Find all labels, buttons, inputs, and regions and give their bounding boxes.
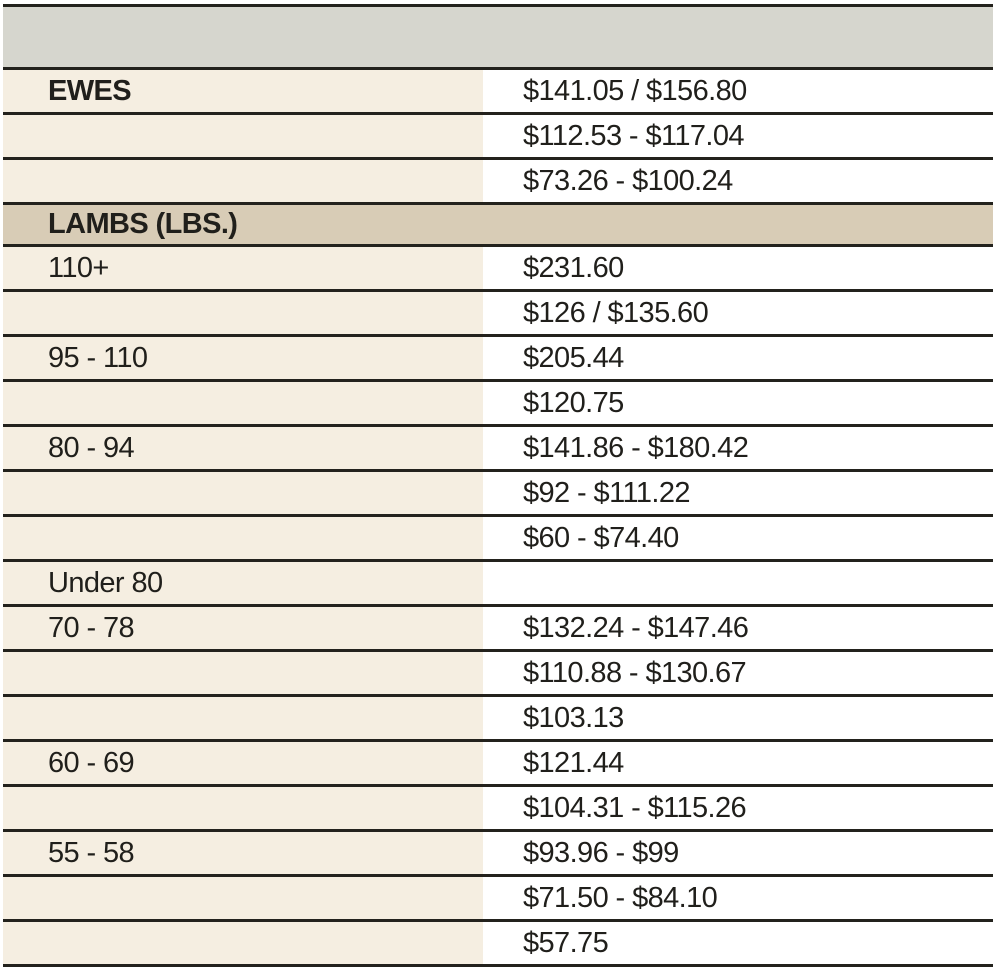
table-row: $112.53 - $117.04 (3, 115, 993, 160)
row-label: Under 80 (3, 562, 483, 604)
row-value (483, 562, 993, 604)
row-label (3, 292, 483, 334)
row-value: $120.75 (483, 382, 993, 424)
row-value: $103.13 (483, 697, 993, 739)
table-row: 95 - 110 $205.44 (3, 337, 993, 382)
row-label: 70 - 78 (3, 607, 483, 649)
table-header-band (3, 7, 993, 70)
row-value: $57.75 (483, 922, 993, 964)
row-value: $141.86 - $180.42 (483, 427, 993, 469)
table-row: Under 80 (3, 562, 993, 607)
row-value: $104.31 - $115.26 (483, 787, 993, 829)
table-row: $73.26 - $100.24 (3, 160, 993, 205)
row-label (3, 652, 483, 694)
row-label (3, 382, 483, 424)
row-value: $126 / $135.60 (483, 292, 993, 334)
row-label (3, 517, 483, 559)
row-label (3, 787, 483, 829)
table-row: $104.31 - $115.26 (3, 787, 993, 832)
table-row: $60 - $74.40 (3, 517, 993, 562)
table-row: 70 - 78 $132.24 - $147.46 (3, 607, 993, 652)
row-label: 60 - 69 (3, 742, 483, 784)
row-value: $60 - $74.40 (483, 517, 993, 559)
table-row: 55 - 58 $93.96 - $99 (3, 832, 993, 877)
row-label: 55 - 58 (3, 832, 483, 874)
row-label: 110+ (3, 247, 483, 289)
table-row: $71.50 - $84.10 (3, 877, 993, 922)
row-value: $231.60 (483, 247, 993, 289)
row-value: $121.44 (483, 742, 993, 784)
row-value: $112.53 - $117.04 (483, 115, 993, 157)
table-row: $103.13 (3, 697, 993, 742)
row-value: $141.05 / $156.80 (483, 70, 993, 112)
table-row: $92 - $111.22 (3, 472, 993, 517)
row-value: $132.24 - $147.46 (483, 607, 993, 649)
row-label (3, 115, 483, 157)
table-body: EWES $141.05 / $156.80 $112.53 - $117.04 $7… (3, 70, 993, 967)
section-band-label: LAMBS (LBS.) (48, 208, 238, 240)
row-label (3, 877, 483, 919)
row-label (3, 922, 483, 964)
section-band: LAMBS (LBS.) (3, 205, 993, 247)
price-table: EWES $141.05 / $156.80 $112.53 - $117.04 $7… (3, 4, 993, 967)
table-row: EWES $141.05 / $156.80 (3, 70, 993, 115)
table-row: 110+ $231.60 (3, 247, 993, 292)
row-label (3, 697, 483, 739)
row-label (3, 160, 483, 202)
row-value: $93.96 - $99 (483, 832, 993, 874)
table-row: $120.75 (3, 382, 993, 427)
table-row: $126 / $135.60 (3, 292, 993, 337)
row-value: $71.50 - $84.10 (483, 877, 993, 919)
row-value: $110.88 - $130.67 (483, 652, 993, 694)
row-value: $73.26 - $100.24 (483, 160, 993, 202)
row-label: EWES (3, 70, 483, 112)
row-label: 95 - 110 (3, 337, 483, 379)
table-row: 60 - 69 $121.44 (3, 742, 993, 787)
row-label: 80 - 94 (3, 427, 483, 469)
table-row: $110.88 - $130.67 (3, 652, 993, 697)
table-row: $57.75 (3, 922, 993, 967)
row-value: $92 - $111.22 (483, 472, 993, 514)
row-label (3, 472, 483, 514)
table-row: 80 - 94 $141.86 - $180.42 (3, 427, 993, 472)
row-value: $205.44 (483, 337, 993, 379)
